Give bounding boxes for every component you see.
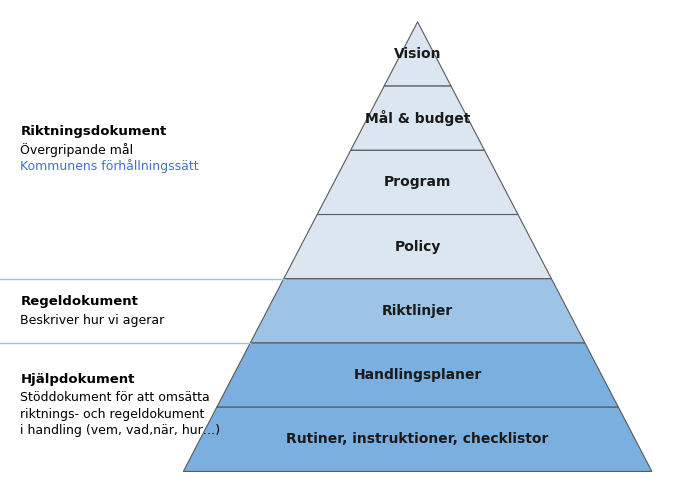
Text: Mål & budget: Mål & budget (365, 110, 471, 126)
Text: Program: Program (384, 175, 452, 190)
Text: Beskriver hur vi agerar: Beskriver hur vi agerar (20, 313, 164, 327)
Text: Stöddokument för att omsätta: Stöddokument för att omsätta (20, 391, 210, 404)
Polygon shape (350, 86, 485, 150)
Text: Regeldokument: Regeldokument (20, 295, 139, 308)
Text: Riktlinjer: Riktlinjer (382, 304, 453, 318)
Polygon shape (183, 407, 652, 471)
Text: i handling (vem, vad,när, hur…): i handling (vem, vad,när, hur…) (20, 423, 221, 436)
Text: Rutiner, instruktioner, checklistor: Rutiner, instruktioner, checklistor (287, 433, 549, 446)
Polygon shape (284, 214, 551, 279)
Polygon shape (217, 343, 619, 407)
Text: Hjälpdokument: Hjälpdokument (20, 373, 134, 386)
Polygon shape (251, 279, 585, 343)
Text: Handlingsplaner: Handlingsplaner (353, 368, 482, 382)
Text: Policy: Policy (394, 240, 441, 254)
Text: riktnings- och regeldokument: riktnings- och regeldokument (20, 407, 205, 420)
Polygon shape (317, 150, 518, 214)
Polygon shape (384, 22, 451, 86)
Text: Riktningsdokument: Riktningsdokument (20, 125, 166, 139)
Text: Vision: Vision (394, 47, 441, 61)
Text: Kommunens förhållningssätt: Kommunens förhållningssätt (20, 159, 199, 174)
Text: Övergripande mål: Övergripande mål (20, 143, 134, 157)
